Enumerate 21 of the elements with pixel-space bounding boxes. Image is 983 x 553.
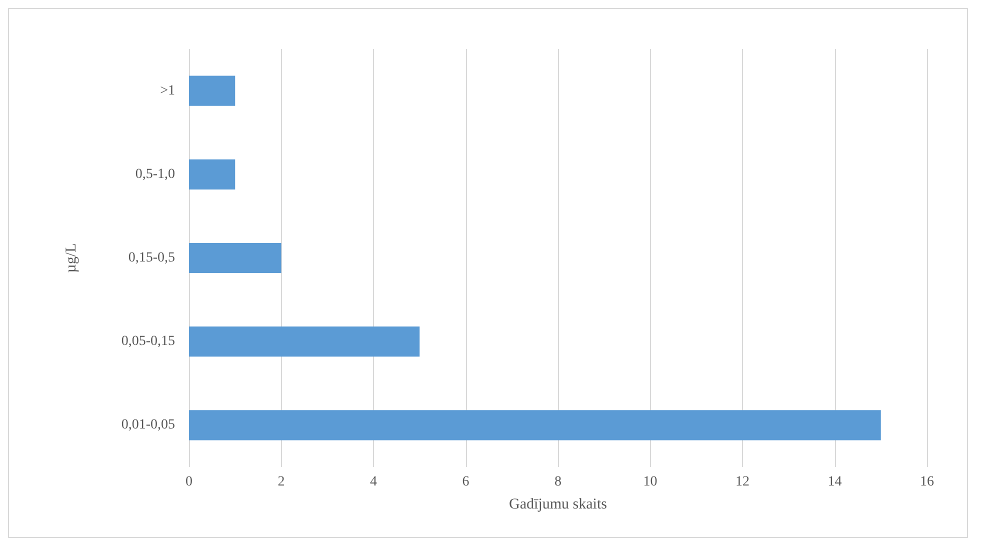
bar [189,76,236,106]
bar [189,159,236,190]
x-tick-label: 6 [462,474,470,490]
x-tick-label: 8 [554,474,562,490]
x-tick-label: 12 [736,474,750,490]
x-axis-title: Gadījumu skaits [509,496,608,512]
bar [189,410,881,440]
x-tick-label: 10 [643,474,658,490]
y-tick-label: >1 [160,83,175,98]
x-tick-label: 2 [278,474,285,490]
y-tick-label: 0,5-1,0 [135,166,175,182]
bar [189,242,282,274]
bar [189,326,420,357]
x-tick-label: 16 [920,474,934,490]
y-tick-label: 0,01-0,05 [121,418,175,433]
y-axis-title: µg/L [64,243,80,273]
y-tick-label: 0,15-0,5 [128,250,175,266]
y-tick-label: 0,05-0,15 [121,334,175,350]
x-tick-label: 0 [186,474,192,490]
x-tick-label: 4 [370,474,377,490]
x-tick-label: 14 [828,474,842,490]
